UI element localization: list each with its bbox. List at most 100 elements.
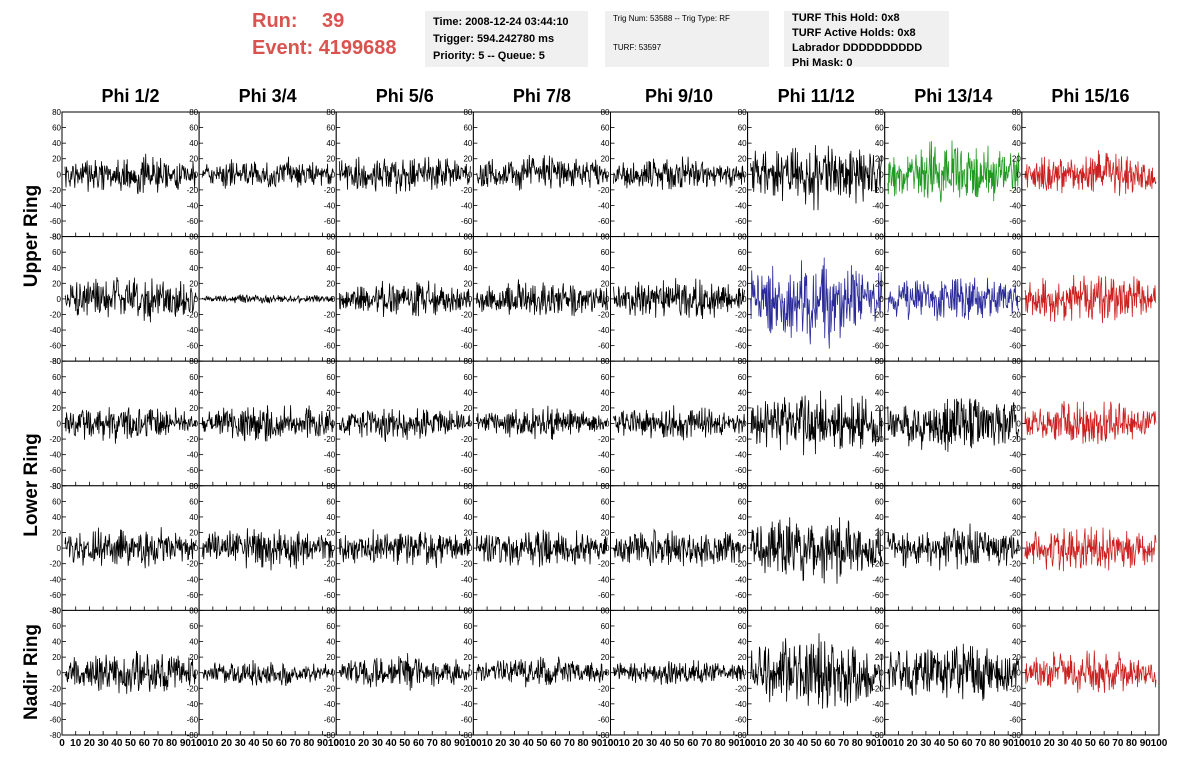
y-tick-label: -80	[461, 731, 473, 740]
y-tick-label: -20	[1009, 310, 1021, 319]
y-tick-label: 40	[1012, 388, 1021, 397]
y-tick-label: 40	[463, 513, 472, 522]
y-tick-label: 60	[875, 497, 884, 506]
x-tick-label: 20	[1044, 738, 1056, 749]
x-tick-label: 80	[715, 738, 727, 749]
y-tick-label: 20	[189, 155, 198, 164]
y-tick-label: 40	[463, 139, 472, 148]
x-tick-label: 10	[619, 738, 631, 749]
y-tick-label: -20	[187, 560, 199, 569]
waveform-trace	[1024, 650, 1157, 693]
y-tick-label: -20	[324, 560, 336, 569]
waveform-panel-r0-c0: -80 -60 -40 -20 0 20 40 60 80	[49, 108, 200, 242]
x-tick-label: 40	[660, 738, 672, 749]
y-tick-label: -80	[735, 731, 747, 740]
waveform-trace	[613, 660, 745, 685]
y-tick-label: -20	[872, 684, 884, 693]
y-tick-label: -40	[598, 201, 610, 210]
y-tick-label: 0	[331, 295, 336, 304]
waveform-trace	[338, 653, 471, 691]
turf-active-holds: TURF Active Holds: 0x8	[792, 27, 916, 39]
y-tick-label: 0	[879, 295, 884, 304]
y-tick-label: -20	[735, 435, 747, 444]
x-tick-label: 10	[70, 738, 82, 749]
y-tick-label: -60	[1009, 342, 1021, 351]
y-tick-label: 80	[738, 233, 747, 242]
y-tick-label: -40	[324, 700, 336, 709]
x-tick-label: 30	[372, 738, 384, 749]
y-tick-label: 40	[52, 139, 61, 148]
y-tick-label: -80	[598, 731, 610, 740]
y-tick-label: 80	[875, 357, 884, 366]
y-tick-label: -20	[1009, 684, 1021, 693]
y-tick-label: 40	[1012, 264, 1021, 273]
y-tick-label: 40	[601, 264, 610, 273]
x-tick-label: 50	[948, 738, 960, 749]
x-tick-label: 60	[139, 738, 151, 749]
y-tick-label: -40	[324, 326, 336, 335]
trigger-text: Trigger: 594.242780 ms	[433, 33, 555, 45]
y-tick-label: 20	[875, 653, 884, 662]
y-tick-label: -60	[1009, 466, 1021, 475]
y-tick-label: 20	[52, 529, 61, 538]
time-text: Time: 2008-12-24 03:44:10	[433, 16, 569, 28]
y-tick-label: 0	[331, 170, 336, 179]
y-tick-label: 0	[57, 170, 62, 179]
y-tick-label: 60	[1012, 497, 1021, 506]
x-tick-label: 70	[701, 738, 713, 749]
x-tick-label: 70	[564, 738, 576, 749]
y-tick-label: 60	[52, 373, 61, 382]
y-tick-label: -20	[324, 310, 336, 319]
x-tick-label: 0	[745, 738, 751, 749]
y-tick-label: 20	[326, 279, 335, 288]
turf-info-panel: TURF This Hold: 0x8 TURF Active Holds: 0…	[784, 11, 949, 69]
y-tick-label: -80	[49, 233, 61, 242]
y-tick-label: 60	[738, 497, 747, 506]
y-tick-label: 60	[52, 248, 61, 257]
y-tick-label: 40	[601, 513, 610, 522]
x-tick-label: 0	[196, 738, 202, 749]
waveform-trace	[338, 408, 471, 442]
y-tick-label: -80	[49, 482, 61, 491]
waveform-trace	[64, 153, 197, 195]
y-tick-label: -40	[461, 451, 473, 460]
y-tick-label: 20	[1012, 529, 1021, 538]
x-tick-label: 40	[248, 738, 260, 749]
column-title-5: Phi 11/12	[777, 86, 855, 106]
y-tick-label: 60	[52, 124, 61, 133]
y-tick-label: -20	[324, 435, 336, 444]
y-tick-label: -40	[735, 326, 747, 335]
y-tick-label: -60	[49, 466, 61, 475]
event-value: 4199688	[318, 37, 397, 59]
y-tick-label: -60	[872, 466, 884, 475]
y-tick-label: 60	[52, 622, 61, 631]
y-tick-label: -60	[735, 466, 747, 475]
y-tick-label: 40	[189, 264, 198, 273]
y-tick-label: -40	[187, 451, 199, 460]
y-tick-label: 20	[738, 279, 747, 288]
y-tick-label: 40	[463, 264, 472, 273]
x-tick-label: 100	[739, 738, 756, 749]
y-tick-label: -20	[461, 684, 473, 693]
x-tick-label: 70	[838, 738, 850, 749]
y-tick-label: -60	[735, 591, 747, 600]
y-tick-label: 40	[738, 388, 747, 397]
y-tick-label: 80	[738, 357, 747, 366]
y-tick-label: -20	[461, 310, 473, 319]
y-tick-label: 40	[875, 264, 884, 273]
x-tick-label: 20	[907, 738, 919, 749]
x-tick-label: 90	[317, 738, 329, 749]
y-tick-label: 40	[326, 638, 335, 647]
x-tick-label: 20	[632, 738, 644, 749]
y-tick-label: 80	[875, 606, 884, 615]
y-tick-label: 20	[1012, 279, 1021, 288]
waveform-trace	[887, 140, 1020, 203]
waveform-trace	[476, 405, 608, 440]
y-tick-label: -20	[49, 684, 61, 693]
y-tick-label: -60	[598, 591, 610, 600]
column-title-2: Phi 5/6	[375, 86, 434, 106]
x-tick-label: 30	[646, 738, 658, 749]
y-tick-label: 60	[738, 373, 747, 382]
